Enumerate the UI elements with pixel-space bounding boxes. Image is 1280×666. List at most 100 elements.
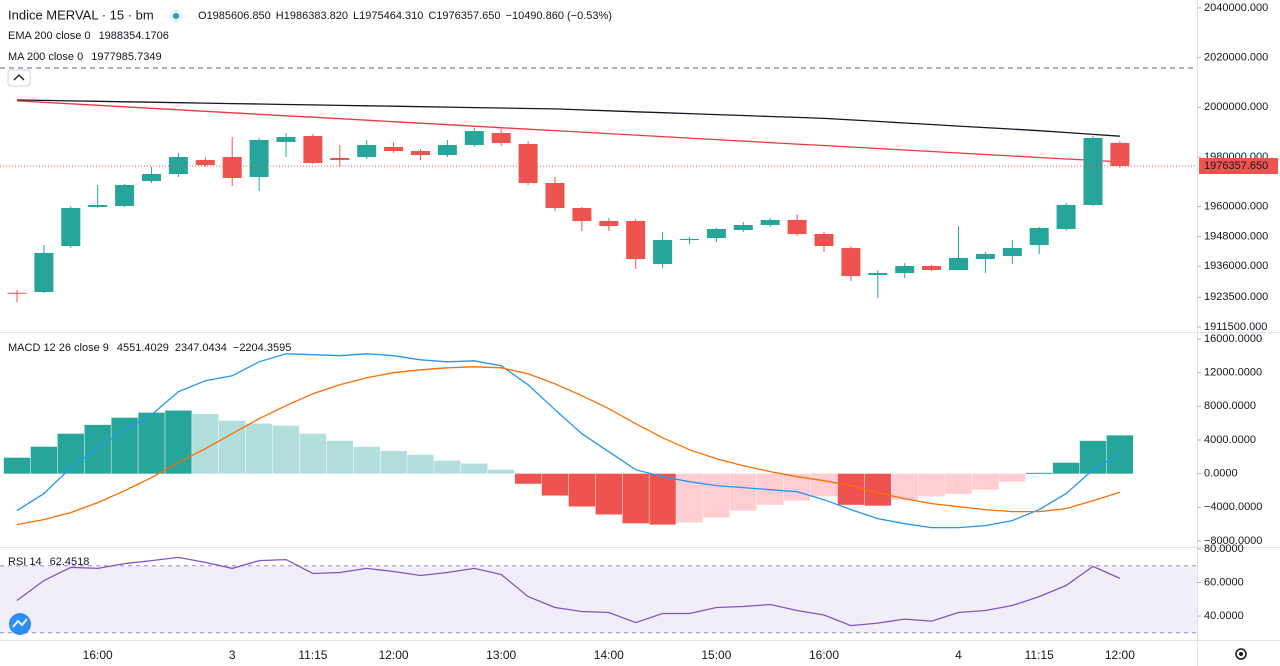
histogram-bar [541, 473, 569, 496]
price-tag-box [1199, 157, 1278, 174]
ohlc-value: 1986383.820 [284, 10, 348, 22]
histogram-bar [703, 473, 730, 518]
y-tick-label: 4000.0000 [1204, 434, 1256, 446]
x-tick-label: 12:00 [1105, 648, 1135, 662]
histogram-bar [676, 473, 703, 523]
histogram-bar [622, 473, 649, 524]
histogram-bar [272, 425, 300, 474]
candle-body [599, 221, 619, 226]
candle-body [895, 266, 915, 274]
x-tick-label: 3 [229, 648, 236, 662]
y-tick-label: 60.0000 [1204, 576, 1244, 588]
histogram-bar [30, 446, 58, 474]
candle-body [303, 136, 323, 163]
histogram-bar [299, 433, 327, 474]
y-tick-label: −8000.0000 [1204, 535, 1262, 547]
y-tick-label: 1911500.000 [1204, 321, 1267, 333]
indicator-value: 2347.0434 [175, 342, 227, 354]
indicator-value: 62.4518 [50, 556, 90, 568]
histogram-bar [972, 473, 999, 490]
collapse-button[interactable] [7, 69, 31, 87]
candle-body [922, 266, 942, 271]
candle-body [491, 132, 511, 144]
candle-body [518, 143, 538, 183]
candle-body [276, 136, 296, 143]
histogram-bar [1079, 440, 1107, 474]
logo-glyph [12, 618, 28, 628]
histogram-bar [837, 473, 865, 505]
candle-body [330, 158, 350, 160]
x-tick-label: 16:00 [83, 648, 113, 662]
indicator-name: EMA 200 close 0 [8, 30, 91, 42]
candle-body [357, 144, 377, 158]
histogram-bar [111, 417, 138, 474]
candle-body [653, 239, 673, 265]
histogram-bar [245, 423, 273, 474]
x-tick-label: 11:15 [1025, 648, 1054, 662]
candle-body [437, 144, 457, 155]
price-change: −10490.860 (−0.53%) [506, 10, 612, 22]
histogram-value: 4551.4029 [117, 342, 169, 354]
candle-body [1056, 204, 1076, 229]
candle-body [115, 184, 135, 206]
indicator-name: MA 200 close 0 [8, 51, 83, 63]
chevron-icon [13, 74, 25, 81]
candle-body [787, 219, 807, 235]
y-tick-label: 0.0000 [1204, 468, 1238, 480]
histogram-bar [461, 463, 488, 474]
gear[interactable] [1235, 648, 1247, 660]
candle-body [1029, 228, 1049, 246]
y-tick-label: 1923500.000 [1204, 291, 1268, 303]
histogram-bar [84, 424, 111, 474]
candle-body [706, 228, 726, 239]
candle-body [841, 248, 861, 277]
y-tick-label: 16000.0000 [1204, 333, 1262, 345]
indicator-value: −2204.3595 [233, 342, 291, 354]
candle-body [7, 292, 27, 294]
ohlc-value: 1985606.850 [207, 10, 271, 22]
x-tick-label: 16:00 [809, 648, 839, 662]
settings-icon[interactable] [1235, 648, 1247, 660]
y-tick-label: 1948000.000 [1204, 230, 1268, 242]
histogram-bar [1026, 472, 1053, 474]
ohlc-label: L [353, 10, 359, 22]
histogram-bar [434, 460, 461, 474]
candle-body [814, 234, 834, 247]
candle-body [61, 207, 81, 247]
indicator-line [16, 100, 1120, 163]
histogram-bar [326, 440, 353, 474]
button-box[interactable] [7, 69, 31, 87]
candle-body [1002, 248, 1022, 257]
y-tick-label: 40.0000 [1204, 610, 1244, 622]
y-tick-label: 1960000.000 [1204, 201, 1268, 213]
indicator-name: MACD 12 26 close 9 [8, 342, 109, 354]
candle-body [626, 221, 646, 260]
indicator-line [16, 99, 1120, 137]
candle-body [195, 159, 215, 165]
candle-body [680, 239, 699, 241]
candle-body [545, 182, 565, 208]
histogram-bar [3, 457, 31, 474]
histogram-bar [649, 473, 676, 525]
candle-body [222, 157, 242, 178]
indicator-value: 1988354.1706 [99, 30, 169, 42]
histogram-bar [945, 473, 972, 494]
y-tick-label: 2040000.000 [1204, 2, 1268, 14]
price-tag: 1976357.650 [1204, 160, 1268, 172]
histogram-bar [353, 446, 380, 474]
histogram-bar [568, 473, 596, 507]
histogram-bar [810, 473, 838, 497]
candle-body [949, 258, 968, 271]
histogram-bar [488, 469, 515, 474]
y-tick-label: 12000.0000 [1204, 367, 1262, 379]
y-tick-label: 80.0000 [1204, 543, 1244, 555]
symbol-title: Indice MERVAL · 15 · bm [8, 7, 154, 22]
rsi-band [0, 565, 1197, 633]
histogram-bar [1052, 462, 1080, 474]
ohlc-value: 1975464.310 [359, 10, 423, 22]
candle-body [168, 157, 188, 174]
macd-line [16, 366, 1121, 526]
gear-hub [1239, 652, 1243, 656]
candle-body [1083, 138, 1103, 205]
macd-line [16, 353, 1121, 529]
